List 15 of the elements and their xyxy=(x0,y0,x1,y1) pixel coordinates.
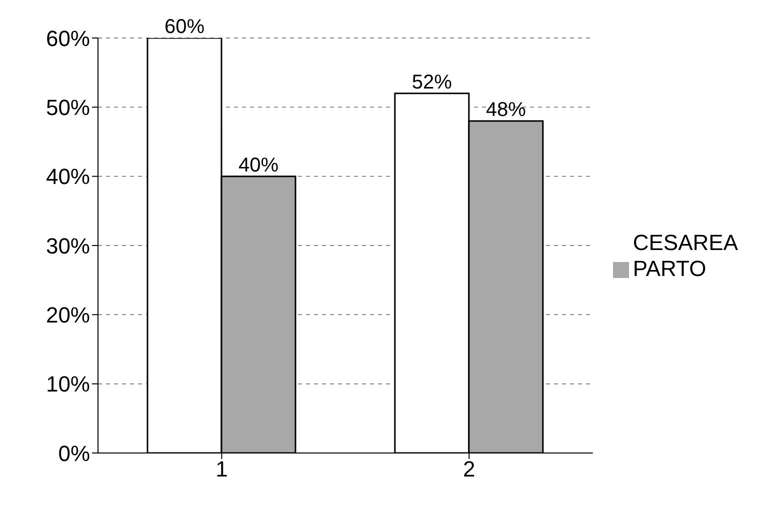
y-tick-label: 40% xyxy=(46,164,90,190)
y-tick-label: 20% xyxy=(46,302,90,328)
y-tick-label: 0% xyxy=(58,440,90,466)
y-tick-label: 10% xyxy=(46,372,90,397)
text: CESAREA xyxy=(632,230,738,254)
data-label: 60% xyxy=(164,16,205,38)
y-tick-label: 50% xyxy=(46,94,90,120)
data-label: 40% xyxy=(238,154,279,176)
x-tick-label: 1 xyxy=(216,456,228,482)
data-label: 48% xyxy=(486,99,526,121)
data-label: 52% xyxy=(412,71,452,94)
x-tick-label: 2 xyxy=(463,456,476,482)
y-tick-label: 30% xyxy=(46,233,90,258)
y-tick-label: 60% xyxy=(46,26,90,51)
legend-label: PARTO xyxy=(632,256,706,280)
